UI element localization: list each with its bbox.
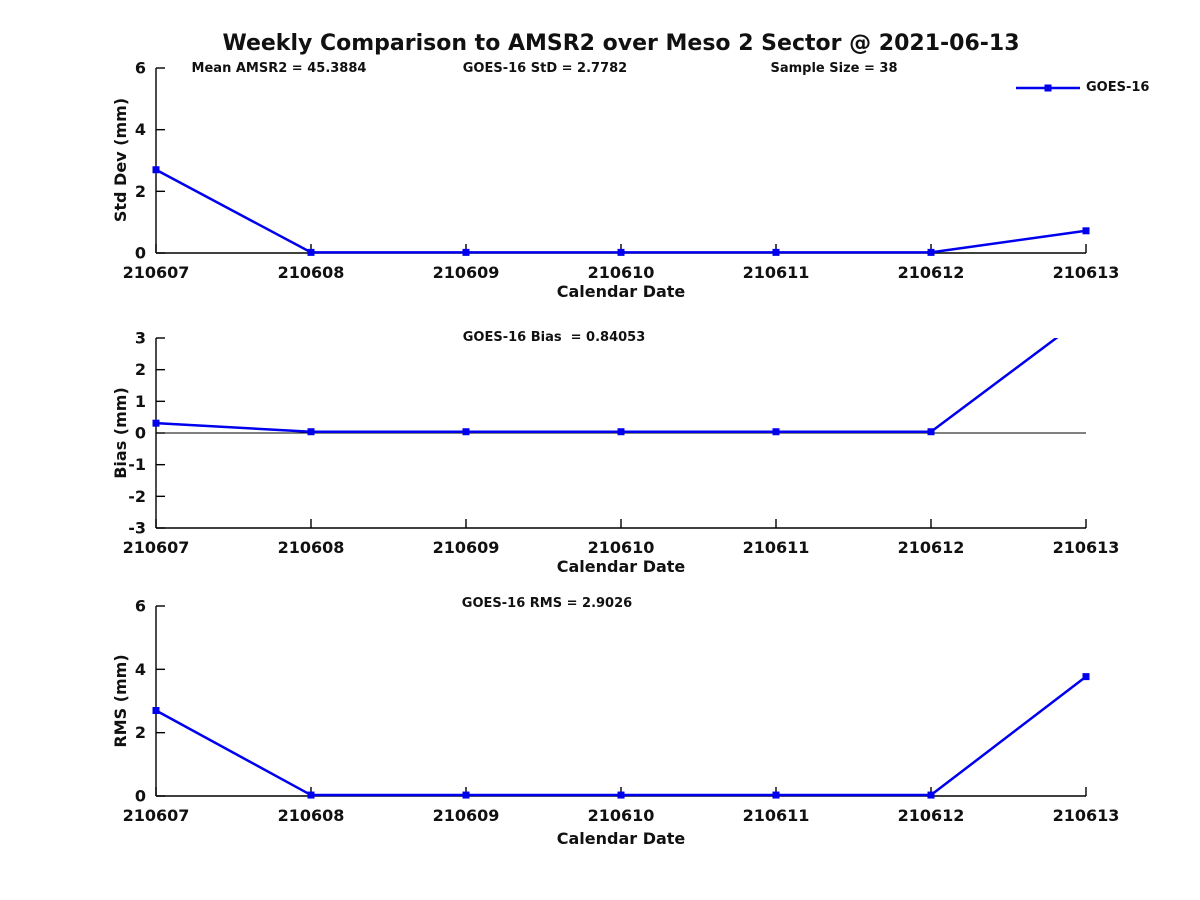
data-marker (152, 166, 160, 174)
x-tick-label: 210607 (123, 538, 190, 557)
x-tick-label: 210607 (123, 806, 190, 825)
xlabel-std-dev: Calendar Date (556, 282, 686, 301)
data-marker (462, 428, 470, 436)
data-marker (307, 428, 315, 436)
legend (1016, 84, 1080, 92)
x-tick-label: 210608 (278, 806, 345, 825)
x-tick-label: 210612 (898, 806, 965, 825)
series-line (155, 675, 1087, 797)
data-marker (1082, 227, 1090, 235)
y-tick-label: -2 (128, 487, 146, 506)
x-tick-label: 210611 (743, 538, 810, 557)
y-tick-label: 2 (135, 723, 146, 742)
legend-label: GOES-16 (1086, 80, 1150, 95)
y-tick-label: 0 (135, 787, 146, 806)
data-marker (462, 791, 470, 799)
stat-sample-size: Sample Size = 38 (770, 61, 898, 76)
data-marker (1082, 673, 1090, 681)
stat-mean-amsr2: Mean AMSR2 = 45.3884 (191, 61, 367, 76)
stat-goes16-std: GOES-16 StD = 2.7782 (462, 61, 628, 76)
series-GOES-16 (152, 312, 1090, 436)
x-tick-label: 210607 (123, 263, 190, 282)
data-marker (307, 248, 315, 256)
data-marker (772, 248, 780, 256)
y-tick-label: 0 (135, 244, 146, 263)
x-tick-label: 210608 (278, 538, 345, 557)
data-marker (307, 791, 315, 799)
y-tick-label: 3 (135, 329, 146, 348)
xlabel-rms: Calendar Date (556, 829, 686, 848)
data-marker (927, 428, 935, 436)
y-tick-label: 0 (135, 424, 146, 443)
series-line (155, 338, 1059, 433)
y-tick-label: 4 (135, 660, 146, 679)
y-tick-label: 4 (135, 120, 146, 139)
data-marker (462, 248, 470, 256)
x-tick-label: 210612 (898, 263, 965, 282)
x-tick-label: 210613 (1053, 263, 1120, 282)
series-GOES-16 (152, 166, 1090, 256)
x-tick-label: 210610 (588, 263, 655, 282)
data-marker (927, 248, 935, 256)
x-tick-label: 210613 (1053, 538, 1120, 557)
y-tick-label: 6 (135, 597, 146, 616)
x-tick-label: 210613 (1053, 806, 1120, 825)
x-tick-label: 210609 (433, 806, 500, 825)
x-tick-label: 210610 (588, 538, 655, 557)
data-marker (617, 791, 625, 799)
figure-title: Weekly Comparison to AMSR2 over Meso 2 S… (222, 31, 1020, 56)
annotation-bias: GOES-16 Bias = 0.84053 (462, 330, 646, 345)
x-tick-label: 210609 (433, 263, 500, 282)
x-tick-label: 210612 (898, 538, 965, 557)
y-tick-label: 2 (135, 360, 146, 379)
y-tick-label: 1 (135, 392, 146, 411)
y-tick-label: 6 (135, 59, 146, 78)
data-marker (152, 707, 160, 714)
subplot-bias: -3 -2 -1 0 1 2 3 210607 210608 210609 210610 210611… (123, 312, 1120, 558)
subplot-std-dev: 0 2 4 6 210607 210608 210609 210610 210611 210612… (123, 59, 1120, 283)
x-tick-label: 210608 (278, 263, 345, 282)
x-tick-label: 210609 (433, 538, 500, 557)
xlabel-bias: Calendar Date (556, 557, 686, 576)
x-tick-label: 210611 (743, 806, 810, 825)
data-marker (1083, 312, 1090, 319)
legend-marker (1044, 84, 1052, 92)
data-marker (927, 791, 935, 799)
x-tick-label: 210610 (588, 806, 655, 825)
data-marker (617, 428, 625, 436)
data-marker (617, 248, 625, 256)
annotation-rms: GOES-16 RMS = 2.9026 (461, 596, 633, 611)
y-tick-label: -3 (128, 519, 146, 538)
y-tick-label: 2 (135, 182, 146, 201)
data-marker (772, 428, 780, 436)
data-marker (772, 791, 780, 799)
x-tick-label: 210611 (743, 263, 810, 282)
y-tick-label: -1 (128, 455, 146, 474)
series-GOES-16 (152, 673, 1090, 799)
data-marker (152, 419, 160, 427)
subplot-rms: 0 2 4 6 210607 210608 210609 210610 210611 210612… (123, 597, 1120, 826)
series-line (155, 168, 1087, 254)
